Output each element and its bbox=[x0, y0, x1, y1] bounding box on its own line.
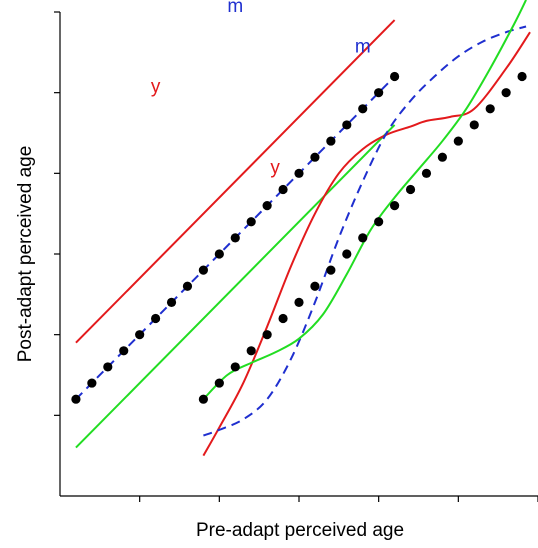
exemplar-dots-point-18 bbox=[469, 120, 479, 130]
norm-dots-point-20 bbox=[374, 88, 384, 98]
annotation-7: m bbox=[355, 36, 371, 57]
series-y-1 bbox=[75, 19, 396, 344]
exemplar-dots-point-19 bbox=[485, 104, 495, 114]
x-axis-label: Pre-adapt perceived age bbox=[196, 520, 404, 541]
annotation-4: m bbox=[227, 0, 243, 17]
norm-dots-point-11 bbox=[230, 233, 240, 243]
exemplar-dots-point-7 bbox=[294, 297, 304, 307]
exemplar-dots-point-11 bbox=[358, 233, 368, 243]
norm-dots-point-12 bbox=[246, 217, 256, 227]
exemplar-dots-point-12 bbox=[374, 217, 384, 227]
annotation-6: y bbox=[270, 157, 280, 178]
norm-dots-point-1 bbox=[71, 394, 81, 404]
norm-dots-point-10 bbox=[214, 249, 224, 259]
exemplar-dots-point-20 bbox=[501, 88, 511, 98]
exemplar-dots-point-10 bbox=[342, 249, 352, 259]
norm-dots-point-19 bbox=[358, 104, 368, 114]
annotations: norm-basedexemplar-basedymoymo bbox=[151, 0, 371, 178]
exemplar-dots-point-1 bbox=[198, 394, 208, 404]
exemplar-dots-point-4 bbox=[246, 346, 256, 356]
exemplar-dots-point-9 bbox=[326, 265, 336, 275]
series-o-6 bbox=[202, 0, 527, 400]
exemplar-dots-point-21 bbox=[517, 71, 527, 82]
norm-dots-point-18 bbox=[342, 120, 352, 130]
exemplar-dots-point-5 bbox=[262, 330, 272, 340]
norm-dots-point-16 bbox=[310, 152, 320, 162]
norm-dots-point-13 bbox=[262, 201, 272, 211]
norm-dots-point-3 bbox=[103, 362, 113, 372]
exemplar-dots-point-6 bbox=[278, 313, 288, 324]
norm-dots-point-7 bbox=[166, 297, 177, 307]
exemplar-dots-point-17 bbox=[453, 136, 463, 146]
series-layer bbox=[71, 0, 531, 457]
exemplar-dots-point-2 bbox=[214, 378, 224, 388]
norm-dots-point-6 bbox=[151, 313, 161, 324]
y-ticks bbox=[54, 11, 60, 416]
norm-dots-point-9 bbox=[198, 265, 208, 275]
norm-dots-point-17 bbox=[326, 136, 336, 146]
norm-dots-point-21 bbox=[390, 71, 400, 82]
norm-dots-point-2 bbox=[87, 378, 97, 388]
norm-dots-point-8 bbox=[182, 281, 193, 291]
exemplar-dots-point-15 bbox=[421, 168, 432, 178]
norm-dots-point-15 bbox=[294, 168, 304, 178]
exemplar-dots-point-14 bbox=[405, 184, 416, 195]
norm-dots-point-4 bbox=[119, 346, 129, 356]
annotation-3: y bbox=[151, 77, 161, 98]
x-ticks bbox=[139, 496, 538, 502]
exemplar-dots-point-3 bbox=[230, 362, 240, 372]
y-axis-label: Post-adapt perceived age bbox=[15, 146, 36, 363]
norm-dots-point-14 bbox=[278, 184, 288, 195]
axes bbox=[59, 12, 538, 497]
norm-dots-point-5 bbox=[135, 330, 145, 340]
series-m-5 bbox=[203, 25, 527, 437]
exemplar-dots-point-16 bbox=[437, 152, 447, 162]
series-y-4 bbox=[202, 31, 531, 457]
exemplar-dots-point-8 bbox=[310, 281, 320, 291]
exemplar-dots-point-13 bbox=[390, 201, 400, 211]
series-o-3 bbox=[75, 124, 396, 449]
